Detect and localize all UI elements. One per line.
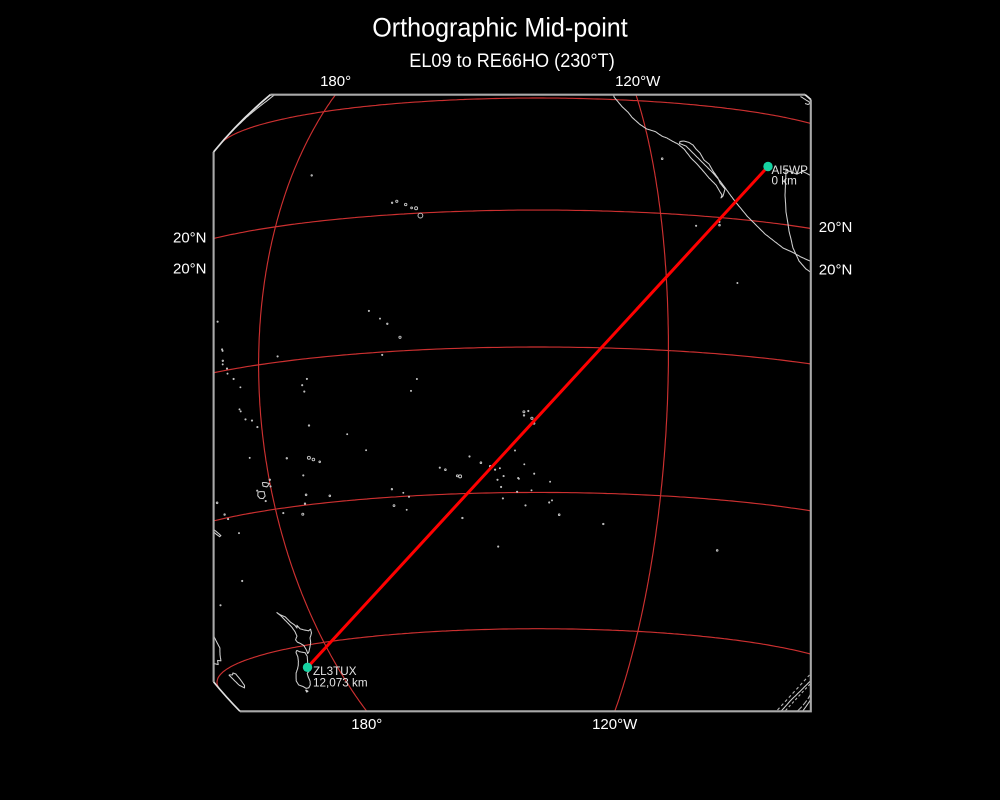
- svg-text:Orthographic Mid-point: Orthographic Mid-point: [372, 12, 628, 43]
- svg-text:20°N: 20°N: [819, 261, 853, 278]
- svg-text:EL09 to RE66HO (230°T): EL09 to RE66HO (230°T): [409, 51, 615, 72]
- svg-text:20°N: 20°N: [819, 219, 853, 236]
- svg-text:180°: 180°: [320, 73, 351, 90]
- svg-text:ZL3TUX: ZL3TUX: [313, 665, 357, 678]
- svg-text:120°W: 120°W: [615, 73, 661, 90]
- svg-text:0 km: 0 km: [772, 175, 797, 188]
- svg-text:120°W: 120°W: [592, 716, 638, 733]
- svg-text:180°: 180°: [351, 716, 382, 733]
- svg-text:AI5WP: AI5WP: [772, 164, 809, 177]
- svg-text:12,073 km: 12,073 km: [313, 677, 368, 690]
- svg-text:20°N: 20°N: [173, 230, 207, 247]
- svg-text:20°N: 20°N: [173, 261, 207, 278]
